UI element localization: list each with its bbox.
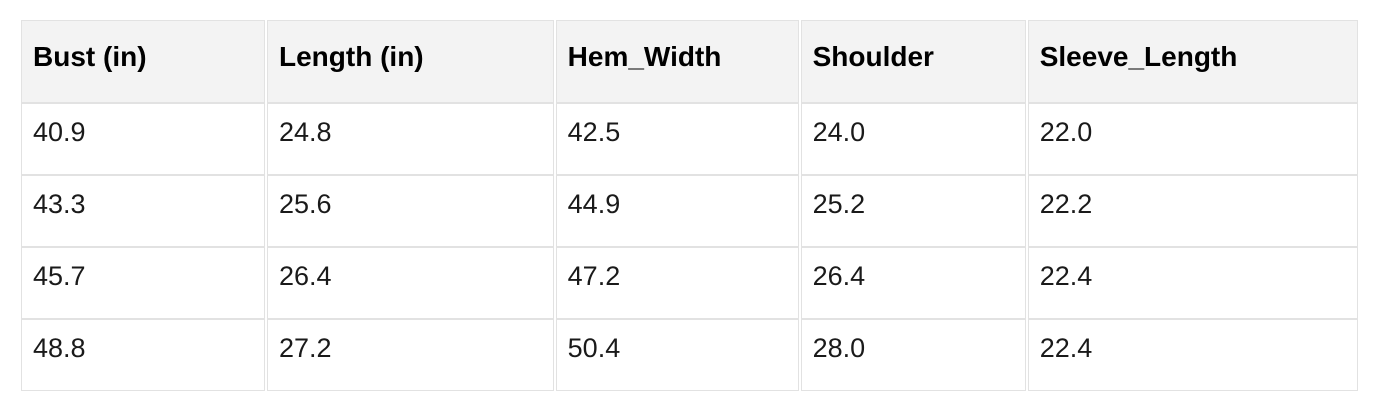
table-cell: 26.4 (267, 247, 554, 319)
table-cell: 45.7 (21, 247, 265, 319)
table-body: 40.9 24.8 42.5 24.0 22.0 43.3 25.6 44.9 25.2 22.2… (21, 103, 1358, 391)
table-cell: 22.4 (1027, 247, 1358, 319)
table-cell: 26.4 (800, 247, 1026, 319)
table-cell: 22.2 (1027, 175, 1358, 247)
table-cell: 22.0 (1027, 103, 1358, 175)
table-row: 40.9 24.8 42.5 24.0 22.0 (21, 103, 1358, 175)
column-header: Sleeve_Length (1027, 20, 1358, 103)
table-cell: 28.0 (800, 319, 1026, 391)
table-row: 48.8 27.2 50.4 28.0 22.4 (21, 319, 1358, 391)
table-cell: 22.4 (1027, 319, 1358, 391)
table-cell: 27.2 (267, 319, 554, 391)
table-cell: 48.8 (21, 319, 265, 391)
table-cell: 43.3 (21, 175, 265, 247)
header-row: Bust (in) Length (in) Hem_Width Shoulder Sle… (21, 20, 1358, 103)
table-cell: 24.0 (800, 103, 1026, 175)
column-header: Shoulder (800, 20, 1026, 103)
table-cell: 25.6 (267, 175, 554, 247)
table-row: 43.3 25.6 44.9 25.2 22.2 (21, 175, 1358, 247)
column-header: Bust (in) (21, 20, 265, 103)
table-header: Bust (in) Length (in) Hem_Width Shoulder Sle… (21, 20, 1358, 103)
table-cell: 40.9 (21, 103, 265, 175)
measurements-table: Bust (in) Length (in) Hem_Width Shoulder Sle… (19, 20, 1360, 391)
table-cell: 42.5 (555, 103, 799, 175)
table-row: 45.7 26.4 47.2 26.4 22.4 (21, 247, 1358, 319)
table-cell: 24.8 (267, 103, 554, 175)
table-cell: 44.9 (555, 175, 799, 247)
table-cell: 47.2 (555, 247, 799, 319)
column-header: Hem_Width (555, 20, 799, 103)
column-header: Length (in) (267, 20, 554, 103)
table-cell: 25.2 (800, 175, 1026, 247)
table-cell: 50.4 (555, 319, 799, 391)
